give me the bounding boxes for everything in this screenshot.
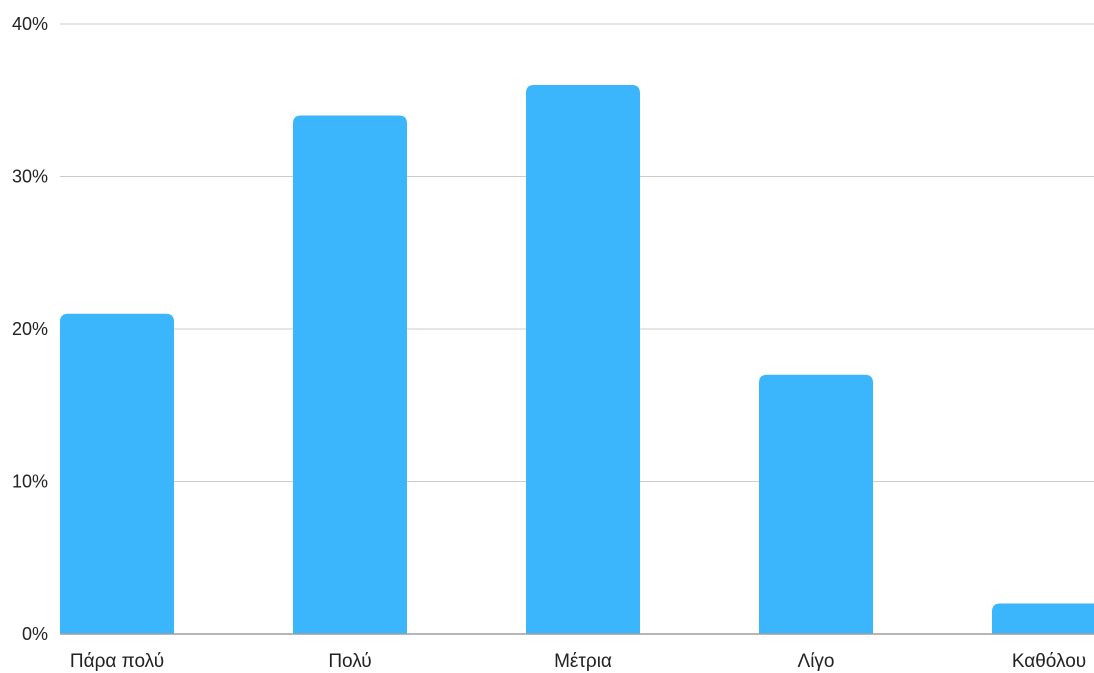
y-tick-label: 40% <box>12 14 48 34</box>
y-tick-labels: 0% 10% 20% 30% 40% <box>12 14 48 644</box>
y-tick-label: 10% <box>12 472 48 492</box>
x-tick-label: Μέτρια <box>554 651 612 672</box>
x-tick-label: Πολύ <box>328 651 371 672</box>
bar <box>60 313 174 634</box>
y-tick-label: 0% <box>22 624 48 644</box>
bar <box>293 115 407 634</box>
x-tick-label: Καθόλου <box>1012 651 1086 672</box>
bar <box>992 603 1094 634</box>
y-tick-label: 30% <box>12 167 48 187</box>
bars <box>60 85 1094 634</box>
bar <box>526 85 640 634</box>
bar <box>759 374 873 634</box>
x-tick-label: Λίγο <box>798 651 835 672</box>
x-tick-label: Πάρα πολύ <box>70 651 164 672</box>
y-tick-label: 20% <box>12 319 48 339</box>
x-tick-labels: Πάρα πολύ Πολύ Μέτρια Λίγο Καθόλου <box>70 651 1086 672</box>
